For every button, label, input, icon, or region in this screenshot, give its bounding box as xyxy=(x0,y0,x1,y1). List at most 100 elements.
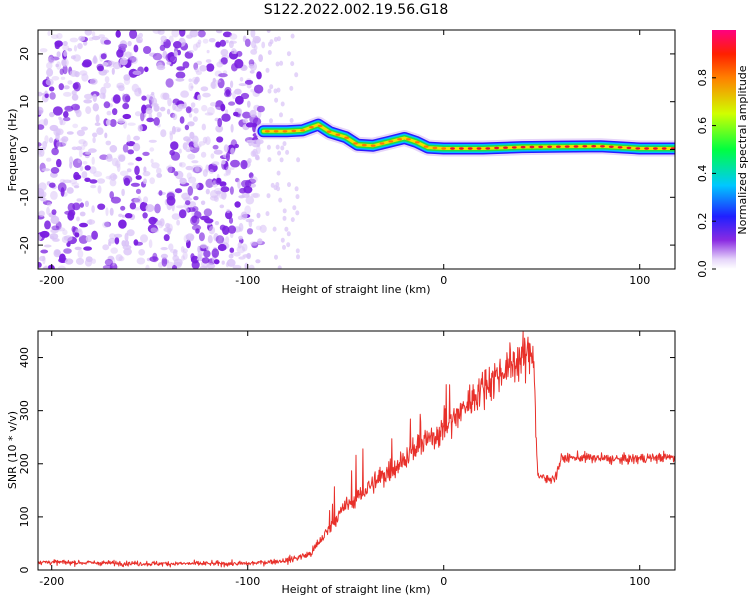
noise-blob xyxy=(159,218,165,227)
noise-blob xyxy=(282,215,287,221)
snr-y-tick-label: 300 xyxy=(18,400,31,421)
noise-blob xyxy=(212,77,216,83)
noise-blob xyxy=(183,234,190,243)
noise-blob xyxy=(244,38,251,47)
noise-blob xyxy=(62,64,68,75)
noise-blob xyxy=(126,134,131,143)
noise-blob xyxy=(229,247,235,253)
colorbar-label: Normalized spectral amplitude xyxy=(736,65,749,234)
ridge-hotspot xyxy=(264,130,270,133)
ridge-hotspot xyxy=(414,141,420,144)
snr-y-ticks: 0 100 200 300 400 xyxy=(18,347,675,574)
noise-blob xyxy=(97,185,102,194)
noise-blob xyxy=(127,40,132,47)
noise-blob xyxy=(92,136,96,144)
noise-blob xyxy=(269,118,273,124)
noise-blob xyxy=(170,151,181,161)
noise-blob xyxy=(145,107,153,115)
noise-blob xyxy=(276,87,281,93)
noise-blob xyxy=(49,111,55,118)
noise-blob xyxy=(267,157,272,163)
ridge-hotspot xyxy=(608,145,614,148)
noise-blob xyxy=(183,136,191,142)
noise-blob xyxy=(115,254,123,262)
noise-blob xyxy=(249,176,258,183)
chart-title: S122.2022.002.19.56.G18 xyxy=(264,2,449,18)
noise-blob xyxy=(108,174,113,181)
noise-blob xyxy=(197,30,206,38)
colorbar-tick-label: 0.6 xyxy=(696,117,709,135)
noise-blob xyxy=(57,265,66,269)
noise-blob xyxy=(109,191,114,199)
noise-blob xyxy=(221,159,226,165)
noise-blob xyxy=(234,88,242,95)
noise-blob xyxy=(190,102,196,108)
noise-blob xyxy=(134,111,142,117)
noise-blob xyxy=(92,93,98,102)
noise-blob xyxy=(78,35,86,42)
noise-blob xyxy=(173,258,183,267)
noise-blob xyxy=(118,213,123,218)
noise-blob xyxy=(42,141,48,149)
noise-blob xyxy=(217,243,227,252)
noise-blob xyxy=(122,102,130,110)
noise-blob xyxy=(115,160,121,168)
noise-blob xyxy=(52,238,60,242)
noise-blob xyxy=(183,197,193,202)
noise-blob xyxy=(216,61,224,68)
noise-blob xyxy=(245,196,255,205)
noise-blob xyxy=(150,227,158,233)
noise-blob xyxy=(46,206,50,215)
noise-blob xyxy=(163,234,170,242)
noise-blob xyxy=(123,120,127,129)
ridge-hotspot xyxy=(282,130,288,133)
noise-blob xyxy=(238,83,247,87)
noise-blob xyxy=(277,150,282,156)
snr-y-label: SNR (10 * v/v) xyxy=(6,411,19,489)
noise-blob xyxy=(71,225,76,233)
noise-blob xyxy=(115,30,121,38)
noise-blob xyxy=(44,220,51,230)
noise-blob xyxy=(51,34,59,39)
noise-blob xyxy=(38,91,43,97)
noise-blob xyxy=(62,41,68,46)
noise-blob xyxy=(203,208,213,217)
noise-blob xyxy=(179,30,186,37)
noise-blob xyxy=(95,114,100,123)
snr-plot-area xyxy=(38,331,675,570)
noise-blob xyxy=(236,50,243,57)
noise-blob xyxy=(202,136,208,144)
noise-blob xyxy=(269,84,274,90)
noise-blob xyxy=(54,249,61,256)
noise-blob xyxy=(126,141,136,147)
noise-blob xyxy=(84,177,91,182)
ridge-hotspot xyxy=(661,147,667,150)
noise-blob xyxy=(286,51,291,57)
noise-blobs xyxy=(38,30,301,269)
noise-blob xyxy=(44,265,49,269)
noise-blob xyxy=(56,61,61,70)
noise-blob xyxy=(156,111,162,118)
noise-blob xyxy=(255,259,261,264)
ridge-hotspot xyxy=(547,145,552,148)
noise-blob xyxy=(56,141,61,148)
noise-blob xyxy=(238,235,243,240)
noise-blob xyxy=(201,104,208,112)
ridge-hotspot xyxy=(591,145,597,148)
ridge-hotspot xyxy=(370,144,376,147)
noise-blob xyxy=(225,109,229,114)
noise-blob xyxy=(129,202,137,210)
noise-blob xyxy=(245,218,255,223)
noise-blob xyxy=(91,156,95,165)
noise-blob xyxy=(259,224,267,233)
noise-blob xyxy=(162,92,170,101)
noise-blob xyxy=(186,239,191,249)
noise-blob xyxy=(112,61,122,70)
noise-blob xyxy=(215,125,224,133)
noise-blob xyxy=(222,31,232,38)
spectrogram-x-tick-label: 0 xyxy=(440,274,447,287)
noise-blob xyxy=(105,119,111,126)
noise-blob xyxy=(182,251,188,260)
noise-blob xyxy=(219,39,227,47)
